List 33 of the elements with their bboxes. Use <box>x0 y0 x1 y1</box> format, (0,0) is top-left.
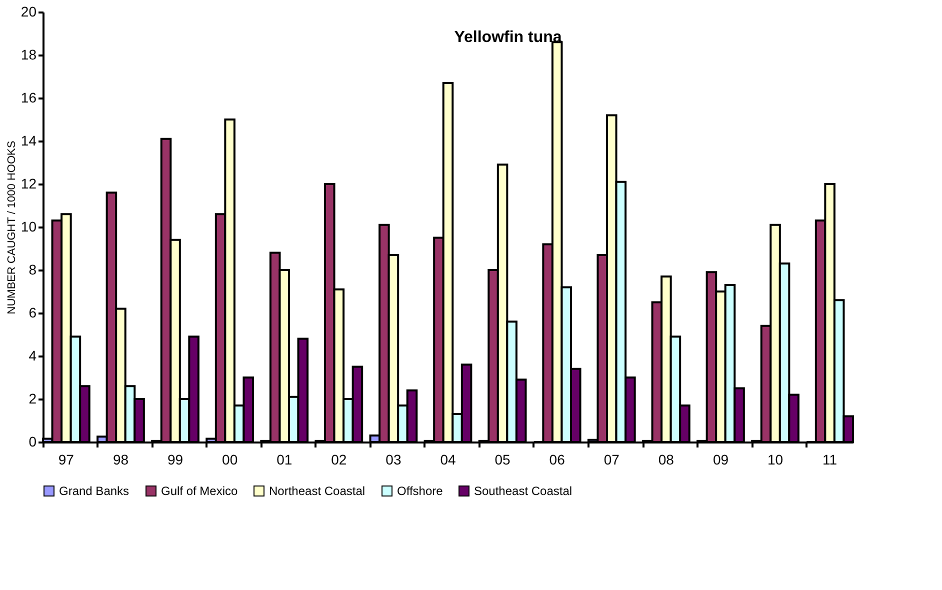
y-tick-label: 18 <box>20 46 37 62</box>
x-tick-label: 07 <box>604 452 620 468</box>
x-tick-label: 98 <box>112 452 129 468</box>
y-tick-label: 2 <box>28 390 37 406</box>
y-tick-label: 14 <box>20 132 37 148</box>
x-tick-label: 09 <box>712 452 729 468</box>
y-axis-title: NUMBER CAUGHT / 1000 HOOKS <box>6 140 18 314</box>
x-tick-label: 00 <box>222 452 238 468</box>
x-tick-label: 08 <box>658 452 674 468</box>
x-tick-label: 10 <box>767 452 784 468</box>
legend-label: Southeast Coastal <box>474 484 572 498</box>
y-tick-label: 10 <box>20 218 37 234</box>
x-tick-label: 03 <box>386 452 402 468</box>
legend-label: Grand Banks <box>59 484 130 498</box>
legend-label: Gulf of Mexico <box>161 484 238 498</box>
y-tick-label: 4 <box>28 348 37 364</box>
x-tick-label: 04 <box>440 452 456 468</box>
y-tick-label: 8 <box>28 262 37 278</box>
y-tick-label: 12 <box>20 176 37 192</box>
x-tick-label: 02 <box>331 452 347 468</box>
y-tick-label: 20 <box>20 4 37 20</box>
x-tick-label: 11 <box>822 452 838 468</box>
y-tick-label: 16 <box>20 90 37 106</box>
x-tick-label: 05 <box>494 452 511 468</box>
x-tick-label: 01 <box>276 452 292 468</box>
y-tick-label: 6 <box>28 304 37 320</box>
legend-label: Northeast Coastal <box>269 484 366 498</box>
x-tick-label: 97 <box>58 452 74 468</box>
text: Yellowfin tuna <box>454 29 562 46</box>
x-tick-label: 06 <box>549 452 566 468</box>
legend-label: Offshore <box>397 484 444 498</box>
y-tick-label: 0 <box>28 434 37 450</box>
x-tick-label: 99 <box>167 452 184 468</box>
